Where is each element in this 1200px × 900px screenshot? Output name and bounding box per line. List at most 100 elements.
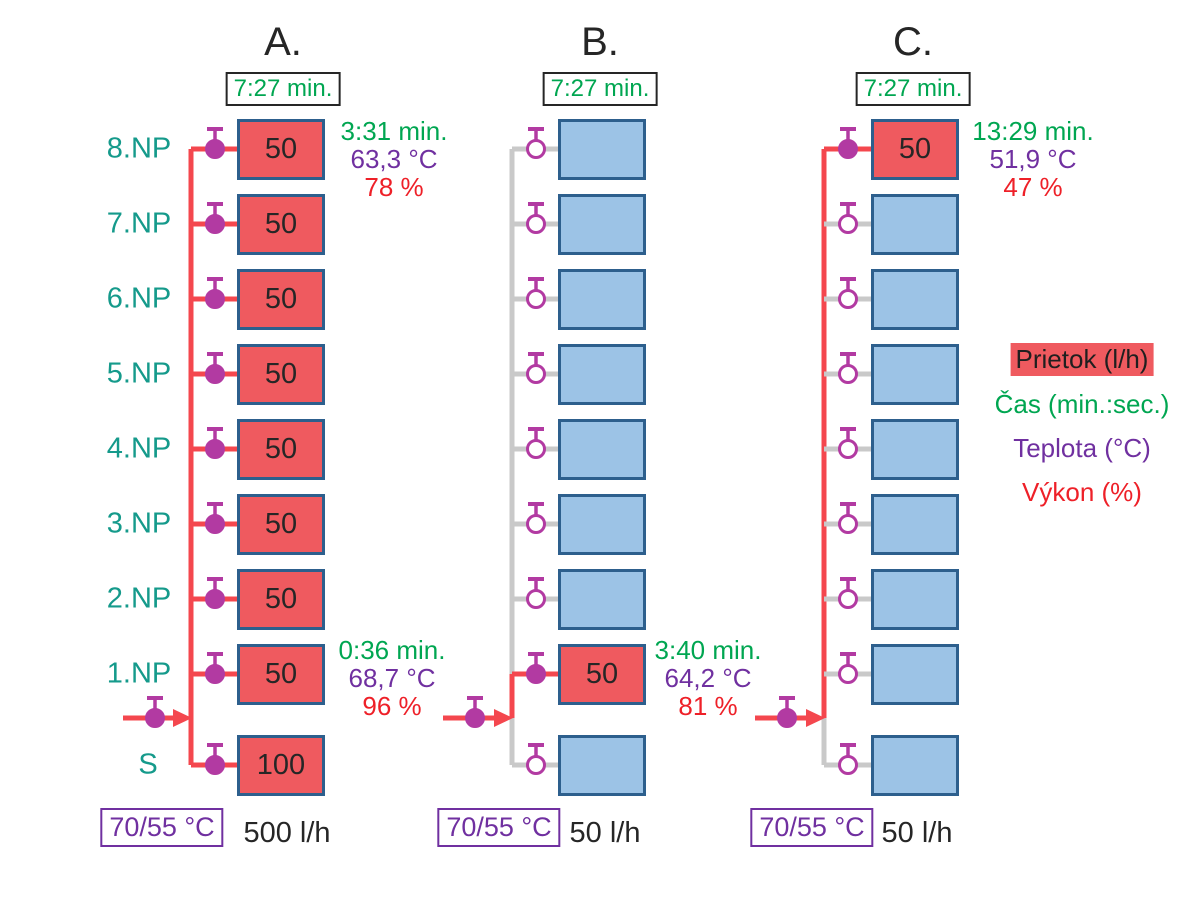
radiator-b-6np bbox=[558, 269, 646, 330]
total-flow-label: 50 l/h bbox=[569, 817, 641, 849]
annotation-time: 13:29 min. bbox=[972, 116, 1094, 146]
radiator-c-2np bbox=[871, 569, 959, 630]
radiator-a-8np: 50 bbox=[237, 119, 325, 180]
valve-open-icon bbox=[205, 427, 225, 459]
inlet-valve-icon bbox=[465, 696, 485, 728]
valve-open-icon bbox=[526, 652, 546, 684]
annotation-temperature: 64,2 °C bbox=[664, 663, 752, 693]
floor-label-4np: 4.NP bbox=[106, 432, 172, 465]
radiator-b-5np bbox=[558, 344, 646, 405]
measurement-annotation-bottom: 0:36 min. 68,7 °C 96 % bbox=[339, 636, 446, 720]
supply-return-temp-box: 70/55 °C bbox=[437, 808, 561, 847]
radiator-a-6np: 50 bbox=[237, 269, 325, 330]
valve-closed-icon bbox=[526, 427, 546, 459]
radiator-flow-value: 50 bbox=[264, 658, 298, 690]
valve-open-icon bbox=[205, 202, 225, 234]
valve-closed-icon bbox=[526, 577, 546, 609]
radiator-c-s bbox=[871, 735, 959, 796]
radiator-a-5np: 50 bbox=[237, 344, 325, 405]
column-title-a: A. bbox=[264, 20, 302, 64]
legend-temperature-label: Teplota (°C) bbox=[1013, 433, 1151, 463]
annotation-power: 81 % bbox=[678, 691, 738, 721]
radiator-flow-value: 50 bbox=[264, 508, 298, 540]
radiator-a-s: 100 bbox=[237, 735, 325, 796]
radiator-flow-value: 50 bbox=[264, 283, 298, 315]
radiator-flow-value: 50 bbox=[264, 583, 298, 615]
annotation-power: 96 % bbox=[362, 691, 422, 721]
valve-open-icon bbox=[205, 743, 225, 775]
radiator-flow-value: 50 bbox=[585, 658, 619, 690]
radiator-c-3np bbox=[871, 494, 959, 555]
radiator-flow-value: 50 bbox=[264, 433, 298, 465]
radiator-flow-value: 50 bbox=[264, 208, 298, 240]
supply-return-temp-box: 70/55 °C bbox=[750, 808, 874, 847]
legend: Prietok (l/h) Čas (min.:sec.) Teplota (°… bbox=[994, 343, 1170, 508]
annotation-time: 0:36 min. bbox=[338, 635, 446, 665]
radiator-b-7np bbox=[558, 194, 646, 255]
radiator-c-7np bbox=[871, 194, 959, 255]
valve-closed-icon bbox=[526, 743, 546, 775]
radiator-b-8np bbox=[558, 119, 646, 180]
radiator-a-2np: 50 bbox=[237, 569, 325, 630]
radiator-c-4np bbox=[871, 419, 959, 480]
radiator-a-4np: 50 bbox=[237, 419, 325, 480]
annotation-power: 47 % bbox=[1003, 172, 1063, 202]
radiator-b-s bbox=[558, 735, 646, 796]
radiator-flow-value: 50 bbox=[264, 133, 298, 165]
circulation-time-box: 7:27 min. bbox=[855, 72, 971, 106]
valve-open-icon bbox=[205, 127, 225, 159]
annotation-temperature: 51,9 °C bbox=[989, 144, 1077, 174]
valve-open-icon bbox=[205, 277, 225, 309]
valve-closed-icon bbox=[526, 502, 546, 534]
annotation-time: 3:40 min. bbox=[654, 635, 762, 665]
valve-closed-icon bbox=[838, 427, 858, 459]
radiator-c-5np bbox=[871, 344, 959, 405]
valve-closed-icon bbox=[838, 502, 858, 534]
column-title-c: C. bbox=[893, 20, 933, 64]
annotation-time: 3:31 min. bbox=[340, 116, 448, 146]
inlet-arrow-icon bbox=[173, 709, 192, 727]
valve-closed-icon bbox=[838, 352, 858, 384]
floor-label-5np: 5.NP bbox=[106, 357, 172, 390]
valve-closed-icon bbox=[838, 202, 858, 234]
radiator-a-7np: 50 bbox=[237, 194, 325, 255]
inlet-arrow-icon bbox=[494, 709, 513, 727]
annotation-temperature: 63,3 °C bbox=[350, 144, 438, 174]
inlet-arrow-icon bbox=[806, 709, 825, 727]
radiator-c-6np bbox=[871, 269, 959, 330]
valve-open-icon bbox=[205, 577, 225, 609]
radiator-c-1np bbox=[871, 644, 959, 705]
circulation-time-box: 7:27 min. bbox=[542, 72, 658, 106]
floor-label-6np: 6.NP bbox=[106, 282, 172, 315]
valve-open-icon bbox=[205, 352, 225, 384]
valve-open-icon bbox=[205, 502, 225, 534]
legend-flow-label: Prietok (l/h) bbox=[1010, 343, 1154, 376]
floor-label-s: S bbox=[138, 748, 158, 781]
floor-label-2np: 2.NP bbox=[106, 582, 172, 615]
legend-power-label: Výkon (%) bbox=[1022, 477, 1142, 507]
valve-closed-icon bbox=[838, 743, 858, 775]
radiator-flow-value: 100 bbox=[256, 749, 306, 781]
inlet-valve-icon bbox=[145, 696, 165, 728]
valve-open-icon bbox=[838, 127, 858, 159]
valve-closed-icon bbox=[526, 277, 546, 309]
supply-return-temp-box: 70/55 °C bbox=[100, 808, 224, 847]
radiator-b-1np: 50 bbox=[558, 644, 646, 705]
radiator-flow-value: 50 bbox=[264, 358, 298, 390]
radiator-c-8np: 50 bbox=[871, 119, 959, 180]
legend-time-label: Čas (min.:sec.) bbox=[994, 389, 1170, 419]
radiator-b-4np bbox=[558, 419, 646, 480]
valve-closed-icon bbox=[526, 202, 546, 234]
valve-closed-icon bbox=[526, 127, 546, 159]
total-flow-label: 500 l/h bbox=[243, 817, 331, 849]
floor-label-7np: 7.NP bbox=[106, 207, 172, 240]
valve-closed-icon bbox=[838, 577, 858, 609]
valve-closed-icon bbox=[526, 352, 546, 384]
radiator-b-2np bbox=[558, 569, 646, 630]
valve-closed-icon bbox=[838, 277, 858, 309]
circulation-time-box: 7:27 min. bbox=[225, 72, 341, 106]
floor-label-3np: 3.NP bbox=[106, 507, 172, 540]
column-title-b: B. bbox=[581, 20, 619, 64]
measurement-annotation-bottom: 3:40 min. 64,2 °C 81 % bbox=[655, 636, 762, 720]
radiator-a-3np: 50 bbox=[237, 494, 325, 555]
